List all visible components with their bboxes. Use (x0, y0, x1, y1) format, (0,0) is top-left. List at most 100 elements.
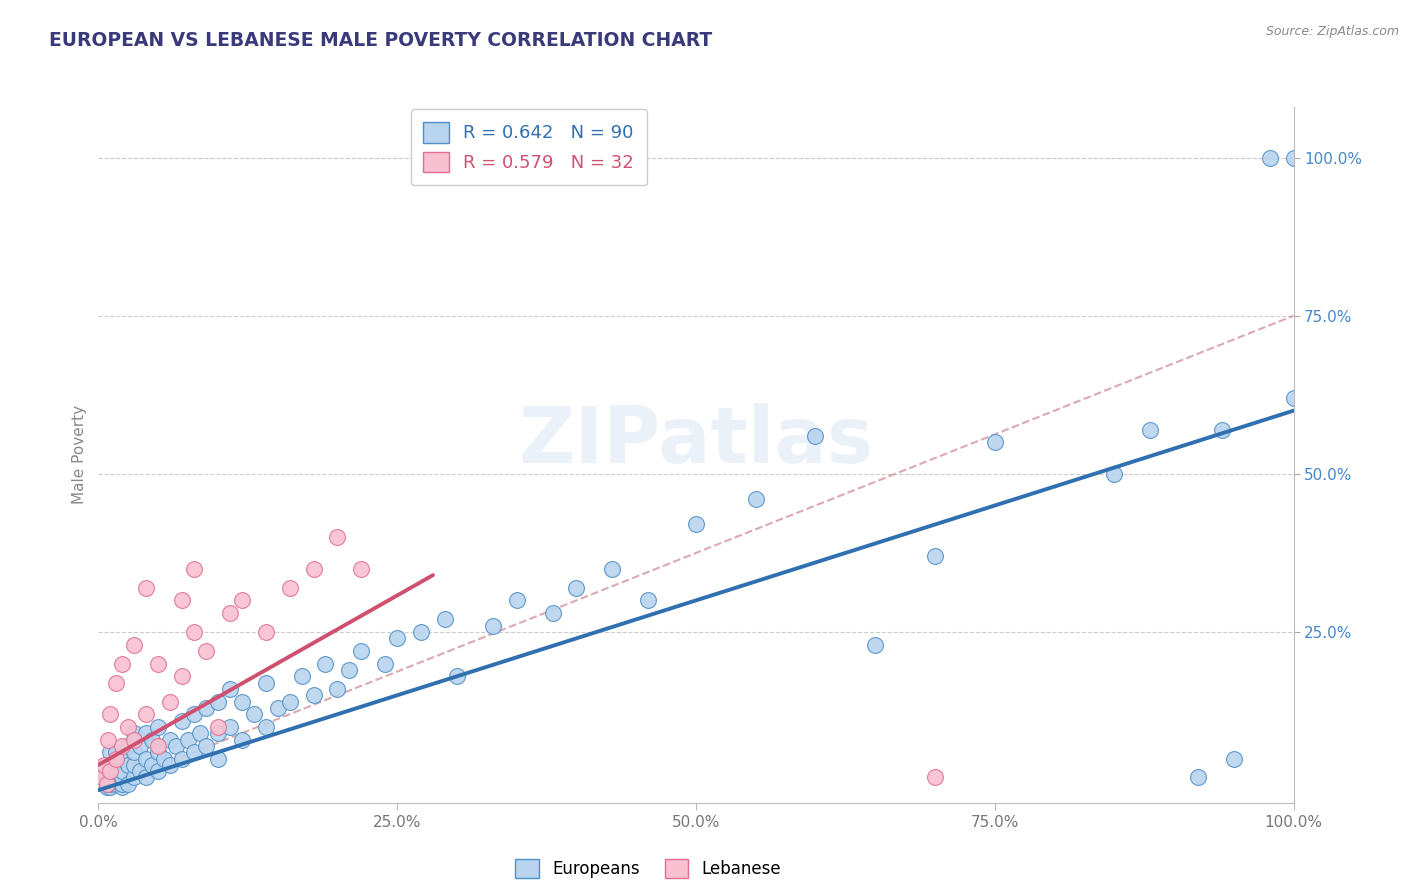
Point (1211, 423, 1233, 437)
Point (98, 780, 122, 794)
Point (98, 777, 122, 791)
Point (374, 657, 396, 671)
Point (188, 726, 211, 740)
Point (172, 593, 194, 607)
Point (924, 549, 946, 563)
Point (302, 688, 325, 702)
Point (481, 618, 505, 632)
Point (219, 606, 242, 620)
Point (172, 669, 194, 683)
Point (411, 625, 433, 640)
Point (159, 695, 181, 709)
Point (135, 707, 157, 722)
Point (111, 764, 134, 779)
Point (111, 777, 134, 791)
Point (159, 757, 181, 772)
Point (111, 751, 134, 765)
Point (1102, 467, 1125, 481)
Point (93, 777, 115, 791)
Point (111, 771, 134, 785)
Point (278, 695, 301, 709)
Point (231, 593, 253, 607)
Point (506, 593, 529, 607)
Point (117, 720, 139, 734)
Point (111, 657, 134, 671)
Point (1222, 751, 1246, 765)
Point (924, 771, 946, 785)
Point (326, 681, 349, 696)
Point (183, 707, 205, 722)
Point (219, 720, 242, 734)
Point (350, 644, 373, 658)
Point (1282, 391, 1305, 405)
Point (135, 771, 157, 785)
Point (602, 562, 624, 576)
Point (231, 732, 253, 747)
Point (135, 751, 157, 765)
Point (183, 625, 205, 640)
Text: ZIPatlas: ZIPatlas (519, 403, 873, 479)
Point (278, 581, 301, 595)
Point (1258, 151, 1281, 165)
Point (385, 632, 409, 646)
Point (165, 739, 187, 753)
Text: Source: ZipAtlas.com: Source: ZipAtlas.com (1265, 25, 1399, 38)
Point (105, 745, 128, 759)
Point (254, 625, 277, 640)
Point (745, 492, 768, 507)
Point (159, 732, 181, 747)
Point (124, 726, 146, 740)
Point (254, 720, 277, 734)
Point (94, 771, 117, 785)
Point (315, 657, 337, 671)
Point (98, 757, 122, 772)
Point (124, 638, 146, 652)
Point (685, 517, 707, 532)
Point (183, 745, 205, 759)
Point (117, 739, 139, 753)
Point (105, 751, 128, 765)
Point (1139, 423, 1161, 437)
Point (117, 777, 139, 791)
Point (124, 757, 146, 772)
Point (219, 681, 242, 696)
Point (135, 726, 157, 740)
Point (117, 757, 139, 772)
Point (98, 707, 122, 722)
Point (105, 777, 128, 791)
Point (565, 581, 588, 595)
Point (194, 644, 218, 658)
Point (124, 771, 146, 785)
Point (97, 732, 120, 747)
Text: EUROPEAN VS LEBANESE MALE POVERTY CORRELATION CHART: EUROPEAN VS LEBANESE MALE POVERTY CORREL… (49, 31, 713, 50)
Legend: Europeans, Lebanese: Europeans, Lebanese (509, 853, 787, 885)
Point (254, 675, 277, 690)
Point (98, 771, 122, 785)
Point (302, 562, 325, 576)
Point (637, 593, 659, 607)
Point (129, 739, 152, 753)
Y-axis label: Male Poverty: Male Poverty (72, 405, 87, 505)
Point (183, 562, 205, 576)
Point (153, 751, 176, 765)
Point (207, 695, 229, 709)
Point (141, 757, 163, 772)
Point (243, 707, 266, 722)
Point (105, 764, 128, 779)
Point (291, 669, 314, 683)
Point (326, 530, 349, 544)
Point (231, 695, 253, 709)
Point (98, 764, 121, 779)
Point (1282, 151, 1305, 165)
Point (148, 745, 170, 759)
Point (804, 429, 827, 443)
Point (863, 638, 887, 652)
Point (267, 701, 290, 715)
Point (172, 714, 194, 728)
Point (105, 675, 128, 690)
Point (207, 726, 229, 740)
Point (350, 562, 373, 576)
Point (207, 720, 229, 734)
Point (96, 777, 118, 791)
Point (91, 771, 114, 785)
